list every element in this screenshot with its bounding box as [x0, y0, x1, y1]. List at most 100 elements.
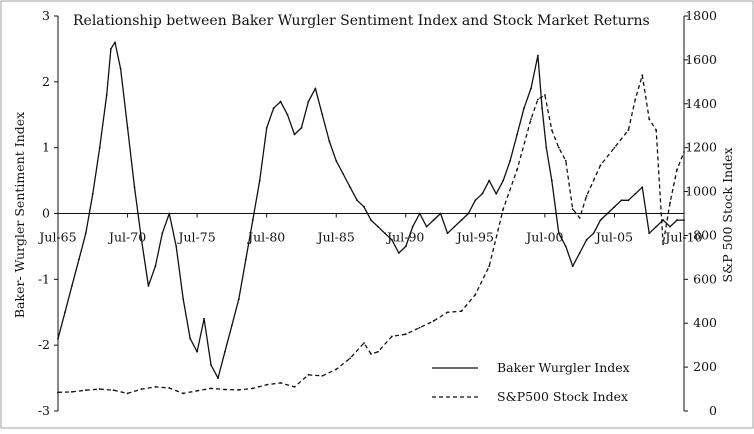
- x-tick-label: Jul-05: [594, 230, 633, 245]
- left-tick-label: -1: [38, 271, 50, 286]
- data-point-baker-wurgler: [64, 311, 66, 314]
- data-point-baker-wurgler: [258, 179, 261, 182]
- data-point-baker-wurgler: [550, 179, 553, 182]
- data-point-baker-wurgler: [662, 219, 665, 221]
- data-point-baker-wurgler: [237, 298, 240, 300]
- data-point-sp500: [634, 98, 637, 101]
- data-point-baker-wurgler: [265, 127, 268, 129]
- data-point-baker-wurgler: [523, 107, 525, 110]
- right-tick-label: 1000: [685, 184, 717, 199]
- data-point-sp500: [669, 201, 671, 204]
- data-point-baker-wurgler: [606, 212, 609, 215]
- data-point-baker-wurgler: [627, 199, 630, 202]
- right-y-axis: 1800 1600 1400 1200 1000 800 600 400 200 0: [683, 8, 717, 418]
- data-point-baker-wurgler: [154, 265, 157, 268]
- data-point-baker-wurgler: [453, 225, 456, 228]
- data-point-baker-wurgler: [175, 245, 178, 248]
- data-point-baker-wurgler: [161, 232, 164, 235]
- data-point-baker-wurgler: [244, 258, 247, 261]
- data-point-sp500: [57, 391, 59, 394]
- data-point-sp500: [557, 146, 560, 149]
- data-point-baker-wurgler: [537, 54, 539, 57]
- data-point-sp500: [543, 94, 546, 96]
- x-tick-label: Jul-95: [455, 230, 494, 245]
- data-point-sp500: [377, 350, 379, 353]
- data-point-sp500: [154, 385, 157, 388]
- data-point-baker-wurgler: [203, 317, 205, 320]
- data-point-sp500: [71, 391, 73, 393]
- data-point-baker-wurgler: [140, 238, 143, 241]
- data-point-baker-wurgler: [655, 225, 658, 228]
- data-point-sp500: [237, 389, 240, 391]
- data-point-baker-wurgler: [397, 252, 400, 254]
- data-point-baker-wurgler: [578, 252, 581, 254]
- data-point-baker-wurgler: [446, 232, 449, 235]
- data-point-baker-wurgler: [620, 199, 623, 202]
- data-point-sp500: [140, 388, 143, 390]
- data-point-sp500: [676, 168, 678, 171]
- data-point-baker-wurgler: [571, 265, 574, 268]
- data-point-baker-wurgler: [425, 225, 428, 228]
- data-point-baker-wurgler: [377, 225, 379, 228]
- data-point-baker-wurgler: [432, 219, 435, 221]
- data-point-baker-wurgler: [251, 219, 254, 221]
- data-point-baker-wurgler: [530, 87, 532, 90]
- x-tick-label: Jul-75: [177, 230, 216, 245]
- data-point-sp500: [648, 118, 651, 121]
- data-point-sp500: [571, 208, 574, 211]
- data-point-baker-wurgler: [557, 232, 560, 235]
- x-tick-label: Jul-65: [37, 230, 76, 245]
- data-point-sp500: [210, 387, 212, 390]
- data-point-baker-wurgler: [307, 100, 310, 103]
- data-point-sp500: [251, 387, 254, 390]
- right-axis-title: S&P 500 Stock Index: [720, 147, 735, 282]
- data-point-sp500: [564, 159, 567, 162]
- data-point-baker-wurgler: [481, 192, 484, 195]
- data-point-baker-wurgler: [641, 186, 644, 189]
- legend-label-baker-wurgler: Baker Wurgler Index: [497, 360, 630, 375]
- left-axis-title: Baker- Wurgler Sentiment Index: [12, 112, 27, 318]
- data-point-sp500: [655, 129, 658, 132]
- data-point-sp500: [196, 389, 199, 392]
- data-point-baker-wurgler: [349, 186, 352, 189]
- data-point-sp500: [474, 293, 477, 296]
- x-tick-label: Jul-90: [385, 230, 424, 245]
- data-point-sp500: [279, 382, 282, 384]
- data-point-sp500: [502, 208, 505, 211]
- chart-title: Relationship between Baker Wurgler Senti…: [73, 13, 650, 29]
- left-y-axis: 3 2 1 0 -1 -2 -3: [38, 8, 59, 418]
- data-point-sp500: [550, 129, 553, 132]
- data-point-sp500: [98, 388, 101, 390]
- data-point-baker-wurgler: [77, 258, 80, 261]
- x-tick-label: Jul-10: [663, 230, 702, 245]
- data-point-sp500: [168, 387, 171, 389]
- data-point-baker-wurgler: [509, 159, 512, 162]
- data-point-baker-wurgler: [114, 41, 116, 44]
- data-point-sp500: [599, 164, 602, 167]
- data-point-baker-wurgler: [196, 350, 199, 353]
- data-point-baker-wurgler: [545, 146, 548, 149]
- data-point-sp500: [613, 146, 616, 149]
- data-point-baker-wurgler: [119, 67, 122, 70]
- data-point-baker-wurgler: [516, 133, 518, 136]
- data-point-baker-wurgler: [648, 232, 651, 235]
- data-point-baker-wurgler: [585, 238, 588, 241]
- data-point-sp500: [578, 216, 581, 219]
- data-point-sp500: [537, 98, 539, 101]
- data-point-sp500: [349, 357, 352, 360]
- x-tick-label: Jul-85: [316, 230, 355, 245]
- data-point-sp500: [662, 243, 665, 246]
- data-point-sp500: [112, 389, 115, 392]
- data-point-sp500: [307, 373, 310, 376]
- data-point-baker-wurgler: [300, 127, 303, 129]
- right-tick-label: 200: [693, 359, 717, 374]
- data-point-sp500: [627, 129, 630, 132]
- data-point-baker-wurgler: [474, 199, 477, 202]
- data-point-baker-wurgler: [189, 337, 192, 340]
- right-tick-label: 400: [693, 315, 717, 330]
- left-tick-label: 1: [42, 140, 50, 155]
- data-point-baker-wurgler: [182, 298, 185, 300]
- data-point-baker-wurgler: [592, 232, 595, 235]
- left-tick-label: 3: [42, 8, 50, 23]
